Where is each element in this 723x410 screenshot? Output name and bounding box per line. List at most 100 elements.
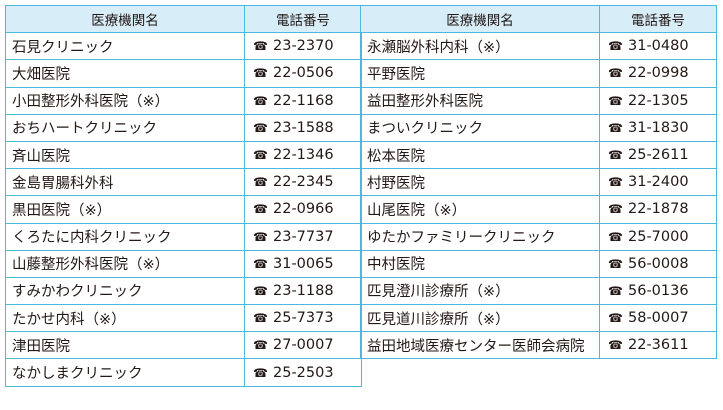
table-row: 益田地域医療センター医師会病院 ☎ 22-3611 — [360, 331, 717, 360]
header-row: 医療機関名 電話番号 — [360, 4, 717, 34]
phone-number: 23-2370 — [273, 38, 334, 55]
phone-cell: ☎ 25-7000 — [599, 222, 717, 251]
phone-cell: ☎ 31-2400 — [599, 168, 717, 197]
telephone-icon: ☎ — [608, 39, 623, 54]
table-row: ゆたかファミリークリニック ☎ 25-7000 — [360, 222, 717, 251]
table-row: 匹見澄川診療所（※） ☎ 56-0136 — [360, 276, 717, 306]
telephone-icon: ☎ — [253, 311, 268, 326]
phone-cell: ☎ 23-2370 — [244, 32, 362, 61]
telephone-icon: ☎ — [253, 256, 268, 271]
phone-number: 25-7373 — [273, 310, 334, 327]
table-row: 大畑医院 ☎ 22-0506 — [5, 59, 362, 88]
table-row: すみかわクリニック ☎ 23-1188 — [5, 276, 362, 306]
table-row: 金島胃腸科外科 ☎ 22-2345 — [5, 168, 362, 197]
telephone-icon: ☎ — [608, 311, 623, 326]
phone-number: 22-0506 — [273, 65, 334, 82]
phone-number: 25-2611 — [628, 147, 689, 164]
table-row: くろたに内科クリニック ☎ 23-7737 — [5, 222, 362, 251]
phone-number: 23-7737 — [273, 228, 334, 245]
phone-number: 31-2400 — [628, 174, 689, 191]
phone-number: 22-2345 — [273, 174, 334, 191]
phone-cell: ☎ 31-1830 — [599, 113, 717, 142]
table-row: 匹見道川診療所（※） ☎ 58-0007 — [360, 304, 717, 333]
header-row: 医療機関名 電話番号 — [5, 4, 362, 34]
phone-cell: ☎ 23-1188 — [244, 276, 362, 306]
telephone-icon: ☎ — [608, 93, 623, 108]
phone-number: 27-0007 — [273, 337, 334, 354]
phone-number: 56-0008 — [628, 255, 689, 272]
phone-number: 23-1188 — [273, 282, 334, 299]
phone-number: 23-1588 — [273, 119, 334, 136]
clinic-name: 匹見澄川診療所（※） — [360, 276, 600, 306]
clinic-name: 大畑医院 — [5, 59, 245, 88]
telephone-icon: ☎ — [253, 93, 268, 108]
phone-number: 31-1830 — [628, 119, 689, 136]
clinic-name: なかしまクリニック — [5, 358, 245, 387]
phone-number: 31-0065 — [273, 255, 334, 272]
telephone-icon: ☎ — [608, 283, 623, 298]
telephone-icon: ☎ — [608, 338, 623, 353]
telephone-icon: ☎ — [253, 229, 268, 244]
telephone-icon: ☎ — [608, 148, 623, 163]
phone-cell: ☎ 22-1878 — [599, 195, 717, 224]
table-row: 山藤整形外科医院（※） ☎ 31-0065 — [5, 249, 362, 278]
telephone-icon: ☎ — [608, 256, 623, 271]
telephone-icon: ☎ — [253, 365, 268, 380]
clinic-name: 山尾医院（※） — [360, 195, 600, 224]
phone-cell: ☎ 22-3611 — [599, 331, 717, 360]
telephone-icon: ☎ — [608, 229, 623, 244]
clinic-name: たかせ内科（※） — [5, 304, 245, 333]
table-row: 平野医院 ☎ 22-0998 — [360, 59, 717, 88]
phone-number: 22-1346 — [273, 147, 334, 164]
phone-number: 25-2503 — [273, 364, 334, 381]
phone-cell: ☎ 22-2345 — [244, 168, 362, 197]
header-clinic-name: 医療機関名 — [5, 4, 245, 34]
phone-cell: ☎ 56-0008 — [599, 249, 717, 278]
clinic-name: 松本医院 — [360, 140, 600, 170]
clinic-name: すみかわクリニック — [5, 276, 245, 306]
table-row: 石見クリニック ☎ 23-2370 — [5, 32, 362, 61]
phone-number: 22-3611 — [628, 337, 689, 354]
phone-cell: ☎ 56-0136 — [599, 276, 717, 306]
phone-cell: ☎ 25-2611 — [599, 140, 717, 170]
phone-cell: ☎ 22-1168 — [244, 86, 362, 115]
phone-cell: ☎ 25-7373 — [244, 304, 362, 333]
table-row: なかしまクリニック ☎ 25-2503 — [5, 358, 362, 387]
clinic-name: 村野医院 — [360, 168, 600, 197]
table-row: 中村医院 ☎ 56-0008 — [360, 249, 717, 278]
table-row: まついクリニック ☎ 31-1830 — [360, 113, 717, 142]
phone-number: 22-1305 — [628, 92, 689, 109]
clinic-name: まついクリニック — [360, 113, 600, 142]
telephone-icon: ☎ — [608, 202, 623, 217]
table-row: おちハートクリニック ☎ 23-1588 — [5, 113, 362, 142]
telephone-icon: ☎ — [253, 66, 268, 81]
clinic-name: 斉山医院 — [5, 140, 245, 170]
clinic-name: 益田整形外科医院 — [360, 86, 600, 115]
clinic-name: 津田医院 — [5, 331, 245, 360]
table-row: 益田整形外科医院 ☎ 22-1305 — [360, 86, 717, 115]
clinic-name: 益田地域医療センター医師会病院 — [360, 331, 600, 360]
header-phone-number: 電話番号 — [599, 4, 717, 34]
phone-number: 22-0966 — [273, 201, 334, 218]
phone-cell: ☎ 22-0998 — [599, 59, 717, 88]
clinic-name: 匹見道川診療所（※） — [360, 304, 600, 333]
phone-number: 56-0136 — [628, 282, 689, 299]
phone-number: 58-0007 — [628, 310, 689, 327]
header-phone-number: 電話番号 — [244, 4, 362, 34]
header-clinic-name: 医療機関名 — [360, 4, 600, 34]
phone-cell: ☎ 22-1346 — [244, 140, 362, 170]
telephone-icon: ☎ — [253, 338, 268, 353]
phone-number: 31-0480 — [628, 38, 689, 55]
phone-cell: ☎ 22-0506 — [244, 59, 362, 88]
telephone-icon: ☎ — [253, 120, 268, 135]
phone-cell: ☎ 22-1305 — [599, 86, 717, 115]
phone-number: 22-1878 — [628, 201, 689, 218]
clinic-name: 黒田医院（※） — [5, 195, 245, 224]
clinic-name: ゆたかファミリークリニック — [360, 222, 600, 251]
phone-cell: ☎ 27-0007 — [244, 331, 362, 360]
telephone-icon: ☎ — [253, 175, 268, 190]
table-row: 松本医院 ☎ 25-2611 — [360, 140, 717, 170]
telephone-icon: ☎ — [253, 39, 268, 54]
clinic-name: 平野医院 — [360, 59, 600, 88]
clinic-name: 石見クリニック — [5, 32, 245, 61]
